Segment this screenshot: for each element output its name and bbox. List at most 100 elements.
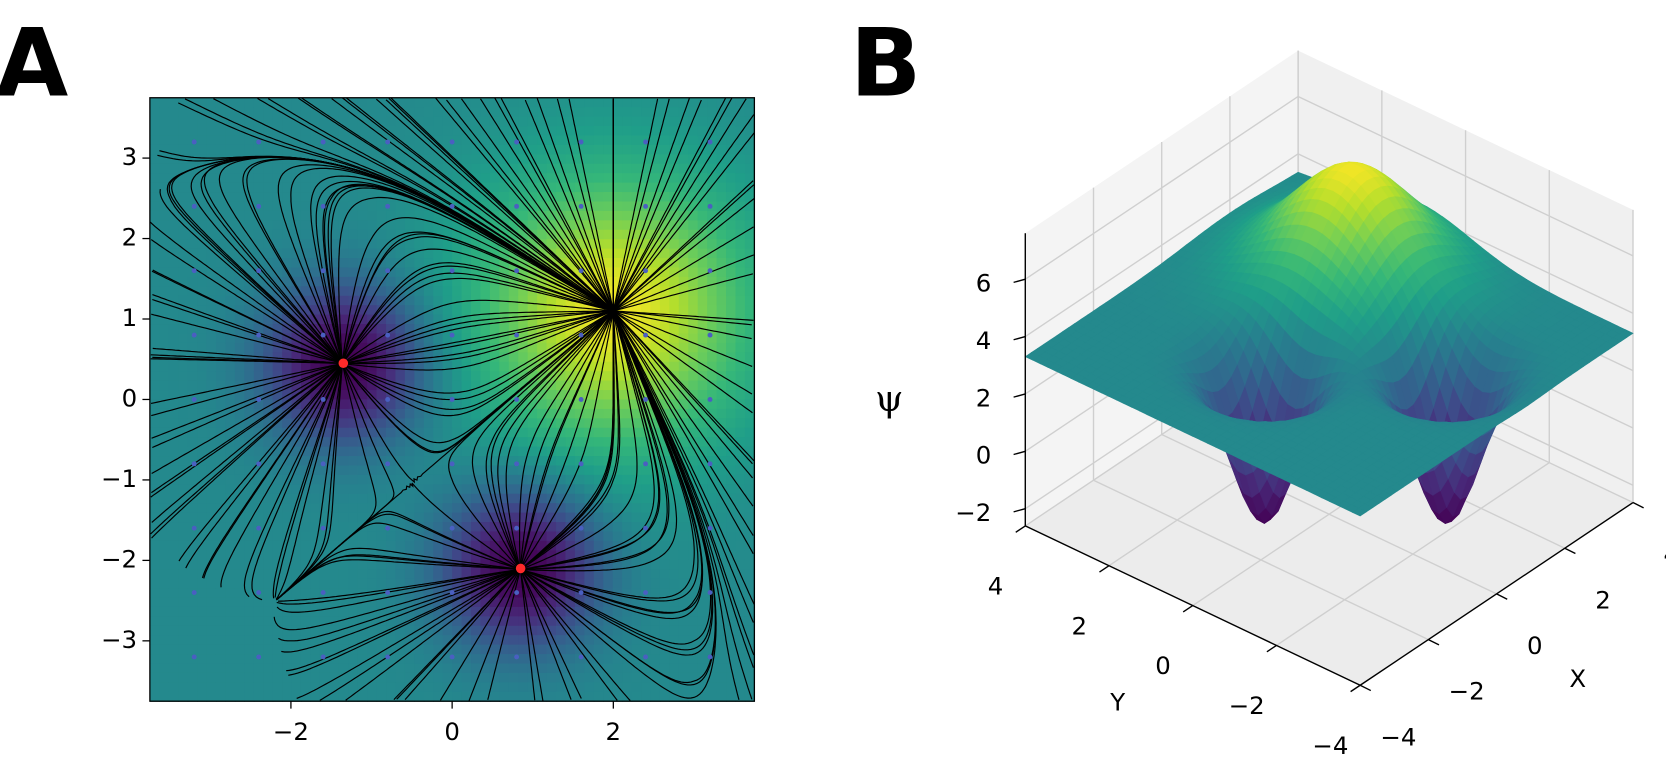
heatmap-cell [234, 276, 245, 287]
heatmap-cell [338, 267, 349, 278]
heatmap-cell [452, 286, 463, 297]
heatmap-cell [518, 597, 529, 608]
heatmap-cell [452, 97, 463, 108]
heatmap-cell [678, 192, 689, 203]
seed-point [449, 203, 455, 209]
heatmap-cell [593, 408, 604, 419]
heatmap-cell [367, 135, 378, 146]
heatmap-cell [452, 522, 463, 533]
heatmap-cell [178, 371, 189, 382]
heatmap-cell [414, 173, 425, 184]
heatmap-cell [612, 606, 623, 617]
heatmap-cell [225, 182, 236, 193]
heatmap-cell [376, 606, 387, 617]
heatmap-cell [480, 371, 491, 382]
heatmap-cell [225, 682, 236, 693]
heatmap-cell [584, 437, 595, 448]
heatmap-cell [678, 522, 689, 533]
heatmap-cell [178, 663, 189, 674]
heatmap-cell [178, 456, 189, 467]
heatmap-cell [726, 691, 737, 702]
heatmap-cell [338, 390, 349, 401]
heatmap-cell [376, 163, 387, 174]
heatmap-cell [659, 569, 671, 580]
heatmap-cell [234, 163, 245, 174]
heatmap-cell [367, 295, 378, 306]
heatmap-cell [461, 465, 472, 476]
heatmap-cell [206, 333, 217, 344]
heatmap-cell [735, 691, 746, 702]
heatmap-cell [612, 276, 623, 287]
x-tick-label: 0 [444, 717, 460, 746]
heatmap-cell [697, 408, 708, 419]
heatmap-cell [612, 531, 623, 542]
heatmap-cell [565, 540, 576, 551]
heatmap-cell [631, 635, 642, 646]
heatmap-cell [584, 484, 595, 495]
heatmap-cell [442, 550, 453, 561]
heatmap-cell [622, 578, 633, 589]
heatmap-cell [282, 550, 293, 561]
heatmap-cell [631, 154, 642, 165]
heatmap-cell [697, 635, 708, 646]
heatmap-cell [650, 192, 661, 203]
heatmap-cell [300, 210, 312, 221]
heatmap-cell [622, 663, 633, 674]
heatmap-cell [253, 569, 264, 580]
heatmap-cell [187, 229, 198, 240]
heatmap-cell [282, 352, 293, 363]
heatmap-cell [244, 606, 255, 617]
heatmap-cell [499, 135, 510, 146]
heatmap-cell [669, 588, 680, 599]
heatmap-cell [310, 144, 321, 155]
heatmap-cell [556, 201, 567, 212]
heatmap-cell [338, 672, 349, 683]
heatmap-cell [206, 597, 217, 608]
heatmap-cell [300, 229, 312, 240]
heatmap-cell [149, 427, 160, 438]
heatmap-cell [291, 229, 302, 240]
heatmap-cell [310, 248, 321, 259]
heatmap-cell [659, 437, 671, 448]
heatmap-cell [697, 625, 708, 636]
heatmap-cell [659, 465, 671, 476]
heatmap-cell [527, 201, 538, 212]
heatmap-cell [489, 144, 500, 155]
heatmap-cell [697, 588, 708, 599]
heatmap-cell [386, 144, 397, 155]
heatmap-cell [348, 248, 359, 259]
heatmap-cell [215, 531, 227, 542]
heatmap-cell [168, 691, 179, 702]
heatmap-cell [669, 163, 680, 174]
heatmap-cell [726, 144, 737, 155]
heatmap-cell [329, 97, 340, 108]
heatmap-cell [716, 691, 727, 702]
heatmap-cell [659, 201, 671, 212]
heatmap-cell [631, 107, 642, 118]
streamline [149, 221, 343, 364]
heatmap-cell [178, 474, 189, 485]
heatmap-cell [395, 446, 406, 457]
heatmap-cell [584, 540, 595, 551]
heatmap-cell [735, 163, 746, 174]
heatmap-cell [300, 456, 312, 467]
heatmap-cell [215, 606, 227, 617]
heatmap-cell [480, 635, 491, 646]
heatmap-cell [414, 540, 425, 551]
heatmap-cell [272, 314, 283, 325]
panel-label: A [0, 10, 68, 119]
seed-point [449, 461, 455, 467]
heatmap-cell [669, 305, 680, 316]
heatmap-cell [178, 173, 189, 184]
heatmap-cell [300, 588, 312, 599]
heatmap-cell [310, 427, 321, 438]
heatmap-cell [386, 126, 397, 137]
heatmap-cell [215, 663, 227, 674]
heatmap-cell [310, 691, 321, 702]
heatmap-cell [319, 569, 330, 580]
heatmap-cell [508, 616, 519, 627]
heatmap-cell [716, 144, 727, 155]
heatmap-cell [159, 512, 170, 523]
heatmap-cell [489, 522, 500, 533]
heatmap-cell [206, 324, 217, 335]
